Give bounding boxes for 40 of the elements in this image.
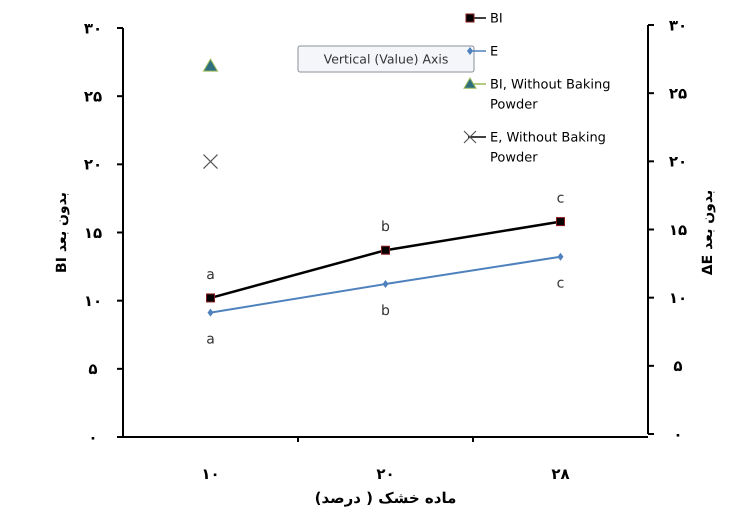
y-tick-label: ۲۵ xyxy=(84,87,102,106)
point xyxy=(558,252,564,261)
annotation: c xyxy=(556,190,564,206)
x-tick-label: ۲۸ xyxy=(551,465,570,483)
tooltip-box: Vertical (Value) Axis xyxy=(298,46,474,72)
annotation: b xyxy=(381,302,390,319)
annotation: c xyxy=(556,276,564,292)
legend-label: E, Without Baking Powder xyxy=(490,130,606,166)
y-tick-label: ۳۰ xyxy=(84,19,102,38)
point xyxy=(203,58,218,72)
x-tick-label: ۲۰ xyxy=(376,465,395,483)
y-tick-label: ۵ xyxy=(88,360,98,378)
y2-tick-label: ۱۰ xyxy=(668,288,688,307)
point xyxy=(382,280,388,288)
annotation: a xyxy=(206,266,215,283)
x-axis-title: ماده خشک ( درصد) xyxy=(314,489,456,507)
y-tick-label: ۲۰ xyxy=(84,156,102,174)
y2-tick-label: ۳۰ xyxy=(668,16,688,34)
y-tick-label: ۱۰ xyxy=(84,292,102,310)
point xyxy=(556,217,565,226)
annotation: a xyxy=(206,332,215,348)
y2-tick-label: ۵ xyxy=(673,357,683,376)
legend-label: BI, Without Baking Powder xyxy=(490,78,610,113)
point xyxy=(206,293,215,302)
y-tick-label: ۰ xyxy=(88,428,98,446)
point xyxy=(381,246,390,255)
y2-axis-title: ΔE بدون بعد xyxy=(700,190,716,276)
x-tick-label: ۱۰ xyxy=(201,465,220,483)
point xyxy=(202,154,218,170)
point xyxy=(208,308,214,317)
y2-tick-label: ۲۰ xyxy=(668,152,688,171)
y2-tick-label: ۰ xyxy=(673,425,683,444)
annotation: Vertical (Value) Axis xyxy=(324,51,448,66)
y2-tick-label: ۱۵ xyxy=(668,220,688,239)
y-tick-label: ۱۵ xyxy=(84,224,102,242)
y-axis-title: BI بدون بعد xyxy=(54,192,70,273)
legend-label: E xyxy=(490,44,498,60)
legend-label: BI xyxy=(490,12,503,27)
y2-tick-label: ۲۵ xyxy=(668,84,688,102)
annotation: b xyxy=(381,219,390,236)
